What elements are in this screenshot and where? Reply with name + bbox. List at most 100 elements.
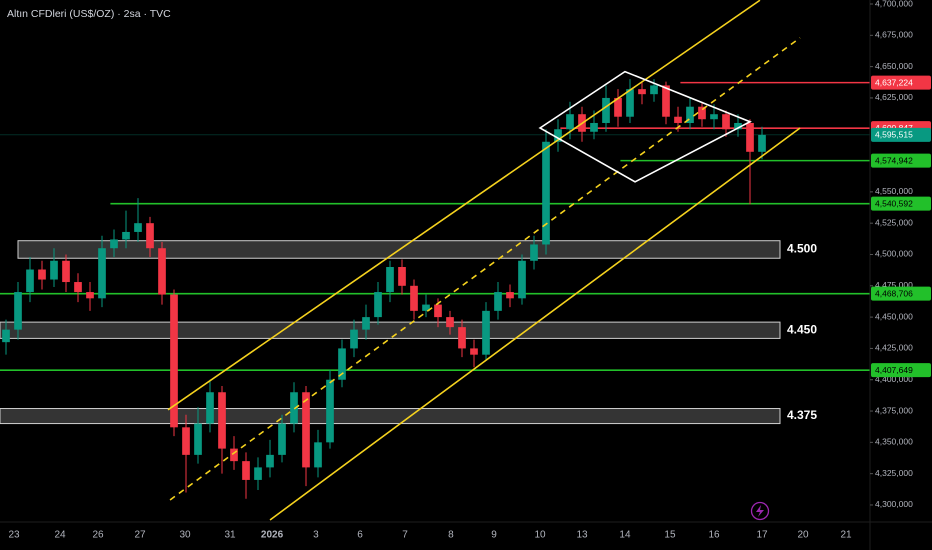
candle-body — [422, 304, 430, 311]
candle-body — [62, 260, 70, 283]
x-tick-label: 6 — [357, 530, 363, 541]
candle-body — [194, 423, 202, 455]
y-tick-label: 4,400,000 — [875, 374, 913, 384]
candle-body — [434, 304, 442, 318]
trend-line — [169, 37, 801, 501]
x-tick-label: 26 — [92, 530, 104, 541]
candle-body — [146, 223, 154, 249]
candle-body — [482, 310, 490, 355]
level-label: 4,407,649 — [875, 365, 913, 375]
level-label: 4,595,515 — [875, 130, 913, 140]
y-tick-label: 4,650,000 — [875, 61, 913, 71]
candle-body — [590, 122, 598, 132]
candle-body — [410, 285, 418, 311]
x-tick-label: 27 — [134, 530, 146, 541]
level-label-box — [871, 75, 931, 90]
candle-body — [278, 423, 286, 455]
candle-body — [398, 267, 406, 286]
candle-body — [470, 348, 478, 355]
candle-body — [314, 442, 322, 468]
x-tick-label: 13 — [576, 530, 588, 541]
candle-body — [134, 223, 142, 232]
candle-body — [614, 97, 622, 117]
y-tick-label: 4,300,000 — [875, 499, 913, 509]
level-label-box — [871, 196, 931, 211]
x-tick-label: 20 — [797, 530, 809, 541]
zone-label: 4.375 — [787, 408, 817, 422]
candle-body — [122, 231, 130, 240]
y-tick-label: 4,500,000 — [875, 249, 913, 259]
candle-body — [158, 248, 166, 295]
icon-ring — [750, 501, 770, 521]
zone-label: 4.500 — [787, 242, 817, 256]
x-tick-label: 14 — [619, 530, 631, 541]
candle-body — [26, 269, 34, 293]
x-tick-label: 17 — [756, 530, 768, 541]
candle-body — [650, 85, 658, 95]
level-label: 4,540,592 — [875, 198, 913, 208]
level-label: 4,574,942 — [875, 155, 913, 165]
candle-body — [326, 379, 334, 443]
candle-body — [230, 448, 238, 462]
level-label-box — [871, 286, 931, 301]
candle-body — [290, 392, 298, 424]
candle-body — [2, 329, 10, 343]
candle-body — [602, 97, 610, 123]
x-tick-label: 8 — [448, 530, 454, 541]
candle-body — [218, 392, 226, 449]
candle-body — [458, 327, 466, 349]
trend-line — [269, 127, 801, 521]
x-tick-label: 30 — [179, 530, 191, 541]
candle-body — [38, 269, 46, 280]
plot-area — [0, 0, 870, 521]
chart-title: Altın CFDleri (US$/OZ) · 2sa · TVC — [7, 8, 171, 20]
candle-body — [638, 89, 646, 95]
candle-body — [170, 294, 178, 428]
pattern-shape — [538, 70, 752, 183]
candle-body — [674, 116, 682, 123]
level-label-box — [871, 127, 931, 142]
candle-body — [374, 292, 382, 318]
candle-body — [338, 348, 346, 380]
y-tick-label: 4,475,000 — [875, 280, 913, 290]
candle-body — [530, 244, 538, 261]
y-tick-label: 4,425,000 — [875, 343, 913, 353]
x-tick-label: 15 — [664, 530, 676, 541]
candle-body — [494, 292, 502, 311]
candle-body — [722, 114, 730, 130]
x-tick-label: 16 — [708, 530, 720, 541]
level-label: 4,637,224 — [875, 77, 913, 87]
candle-body — [710, 114, 718, 120]
icon-bolt — [756, 505, 764, 517]
candle-body — [746, 122, 754, 152]
candle-body — [698, 106, 706, 120]
candle-body — [242, 461, 250, 480]
zone-label: 4.450 — [787, 322, 817, 336]
candle-body — [302, 392, 310, 468]
candle-body — [86, 292, 94, 299]
x-tick-label: 3 — [313, 530, 319, 541]
candle-body — [446, 317, 454, 328]
x-tick-label: 23 — [8, 530, 20, 541]
candle-body — [362, 317, 370, 330]
candle-body — [254, 467, 262, 480]
candle-body — [350, 329, 358, 349]
x-tick-label: 10 — [534, 530, 546, 541]
candle-body — [182, 427, 190, 455]
candle-body — [566, 114, 574, 130]
y-tick-label: 4,450,000 — [875, 311, 913, 321]
alert-icon — [750, 501, 770, 521]
trend-line — [167, 0, 761, 411]
zone — [0, 321, 781, 339]
candle-body — [758, 134, 766, 152]
x-tick-label: 31 — [224, 530, 236, 541]
y-tick-label: 4,525,000 — [875, 217, 913, 227]
y-tick-label: 4,325,000 — [875, 468, 913, 478]
candle-body — [50, 260, 58, 280]
y-tick-label: 4,350,000 — [875, 437, 913, 447]
candle-body — [506, 292, 514, 299]
x-tick-label: 2026 — [261, 530, 284, 541]
